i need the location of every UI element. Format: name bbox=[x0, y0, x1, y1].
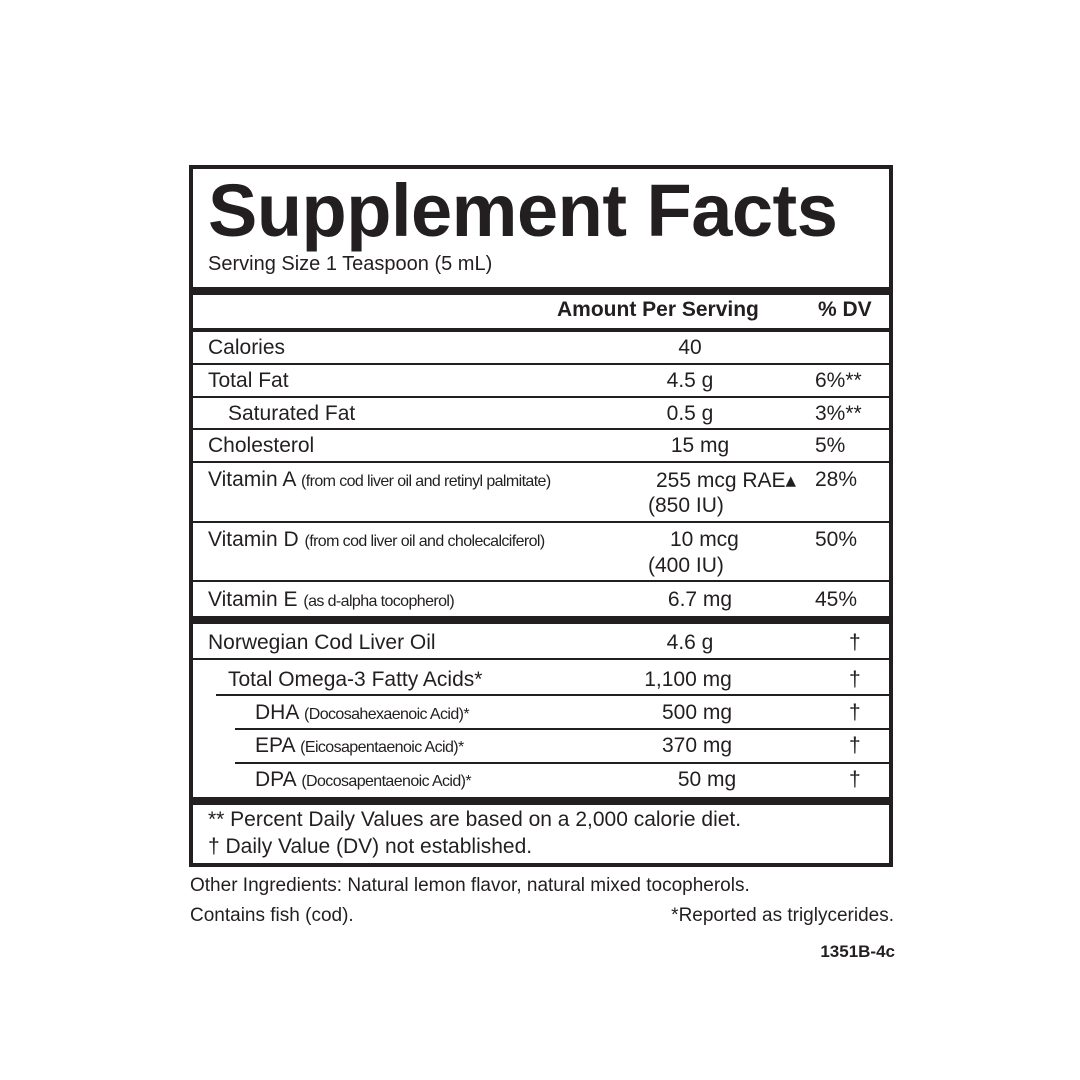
nutrient-name: EPA bbox=[255, 734, 295, 757]
nutrient-name: Vitamin A bbox=[208, 468, 296, 491]
serving-size: Serving Size 1 Teaspoon (5 mL) bbox=[208, 253, 493, 275]
row-divider bbox=[193, 521, 889, 523]
footnote-dagger: † Daily Value (DV) not established. bbox=[208, 835, 533, 858]
row-amount: 370 mg bbox=[661, 734, 733, 757]
thick-divider bbox=[193, 616, 889, 624]
row-divider bbox=[216, 694, 889, 696]
product-code: 1351B-4c bbox=[820, 942, 895, 961]
footnote-dv: ** Percent Daily Values are based on a 2… bbox=[208, 808, 742, 831]
nutrient-source: (from cod liver oil and retinyl palmitat… bbox=[301, 473, 551, 490]
other-ingredients: Other Ingredients: Natural lemon flavor,… bbox=[190, 875, 750, 896]
row-name: Saturated Fat bbox=[228, 402, 356, 425]
divider bbox=[193, 328, 889, 332]
dagger-icon: † bbox=[849, 768, 861, 791]
row-name: Calories bbox=[208, 336, 286, 359]
row-divider bbox=[193, 658, 889, 660]
row-amount-iu: (400 IU) bbox=[648, 554, 724, 577]
dagger-icon: † bbox=[849, 631, 861, 654]
row-amount-iu: (850 IU) bbox=[648, 494, 724, 517]
row-name: DPA (Docosapentaenoic Acid)* bbox=[255, 768, 472, 792]
nutrient-name: DHA bbox=[255, 701, 299, 724]
row-amount: 15 mg bbox=[670, 434, 730, 457]
row-name: Cholesterol bbox=[208, 434, 315, 457]
row-name: Vitamin D (from cod liver oil and cholec… bbox=[208, 528, 545, 552]
row-divider bbox=[193, 363, 889, 365]
row-name: Total Omega-3 Fatty Acids* bbox=[228, 668, 483, 691]
row-name: Vitamin A (from cod liver oil and retiny… bbox=[208, 468, 551, 492]
dagger-icon: † bbox=[849, 734, 861, 757]
nutrient-source: (Eicosapentaenoic Acid)* bbox=[300, 739, 464, 756]
row-divider bbox=[193, 580, 889, 582]
row-amount: 255 mcg RAE▴ bbox=[656, 469, 797, 492]
nutrient-source: (Docosapentaenoic Acid)* bbox=[301, 773, 472, 790]
row-dv: 6%** bbox=[815, 369, 862, 392]
row-dv: 5% bbox=[815, 434, 846, 457]
row-name: DHA (Docosahexaenoic Acid)* bbox=[255, 701, 470, 725]
triglycerides-note: *Reported as triglycerides. bbox=[671, 905, 894, 926]
dagger-icon: † bbox=[849, 701, 861, 724]
row-divider bbox=[193, 461, 889, 463]
row-amount: 4.6 g bbox=[666, 631, 714, 654]
row-name: Total Fat bbox=[208, 369, 289, 392]
row-divider bbox=[193, 428, 889, 430]
nutrient-name: DPA bbox=[255, 768, 296, 791]
row-amount: 500 mg bbox=[661, 701, 733, 724]
row-divider bbox=[235, 728, 889, 730]
facts-panel-border bbox=[189, 165, 893, 867]
panel-title: Supplement Facts bbox=[208, 169, 838, 252]
row-divider bbox=[235, 762, 889, 764]
row-name: EPA (Eicosapentaenoic Acid)* bbox=[255, 734, 464, 758]
row-name: Norwegian Cod Liver Oil bbox=[208, 631, 436, 654]
nutrient-name: Vitamin E bbox=[208, 588, 298, 611]
row-amount: 50 mg bbox=[677, 768, 737, 791]
row-amount: 0.5 g bbox=[666, 402, 714, 425]
row-amount: 6.7 mg bbox=[667, 588, 733, 611]
nutrient-source: (Docosahexaenoic Acid)* bbox=[304, 706, 470, 723]
thick-divider bbox=[193, 797, 889, 805]
nutrient-source: (from cod liver oil and cholecalciferol) bbox=[304, 533, 546, 550]
row-dv: 45% bbox=[815, 588, 858, 611]
row-name: Vitamin E (as d-alpha tocopherol) bbox=[208, 588, 455, 612]
row-dv: 50% bbox=[815, 528, 858, 551]
row-amount: 40 bbox=[678, 336, 702, 359]
row-dv: 3%** bbox=[815, 402, 862, 425]
row-divider bbox=[193, 396, 889, 398]
allergen-statement: Contains fish (cod). bbox=[190, 905, 354, 926]
header-amount: Amount Per Serving bbox=[557, 298, 759, 321]
dagger-icon: † bbox=[849, 668, 861, 691]
row-amount: 4.5 g bbox=[666, 369, 714, 392]
thick-divider bbox=[193, 287, 889, 295]
nutrient-source: (as d-alpha tocopherol) bbox=[303, 593, 455, 610]
row-amount: 1,100 mg bbox=[644, 668, 732, 691]
nutrient-name: Vitamin D bbox=[208, 528, 299, 551]
row-amount: 10 mcg bbox=[670, 528, 739, 551]
header-dv: % DV bbox=[818, 298, 872, 321]
row-dv: 28% bbox=[815, 468, 858, 491]
